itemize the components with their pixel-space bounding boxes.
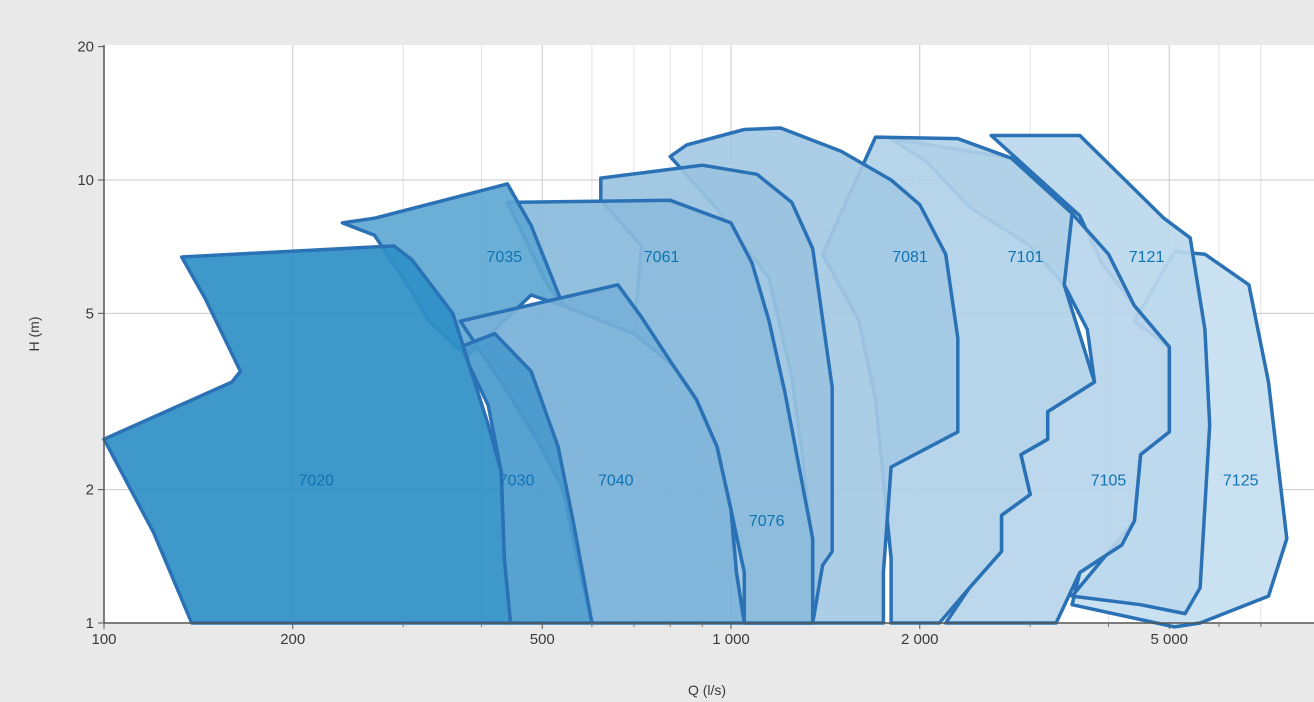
x-tick-label: 1 000 [712, 631, 750, 648]
region-label-7105: 7105 [1091, 472, 1127, 489]
pump-regions [102, 126, 1289, 629]
region-7020 [102, 244, 513, 625]
region-label-7081: 7081 [892, 249, 928, 266]
x-tick-label: 5 000 [1150, 631, 1188, 648]
y-tick-label: 20 [77, 39, 94, 56]
y-axis-label: H (m) [26, 317, 42, 352]
y-tick-label: 5 [86, 305, 94, 322]
region-label-7020: 7020 [298, 472, 334, 489]
axes [103, 45, 1314, 624]
region-labels: 7125 7121 7105 7101 7081 7076 7061 7035 7040 7030… [298, 249, 1258, 530]
x-tick-label: 200 [280, 631, 305, 648]
region-label-7035: 7035 [487, 249, 523, 266]
x-tick-label: 2 000 [901, 631, 939, 648]
y-axis-ticks: 1 2 5 10 20 [77, 39, 104, 632]
y-tick-label: 1 [86, 615, 94, 632]
region-label-7125: 7125 [1223, 472, 1259, 489]
region-label-7030: 7030 [499, 472, 535, 489]
region-label-7040: 7040 [598, 472, 634, 489]
x-tick-label: 500 [530, 631, 555, 648]
region-label-7061: 7061 [644, 249, 680, 266]
y-tick-label: 10 [77, 172, 94, 189]
x-axis-label: Q (l/s) [688, 682, 726, 698]
x-tick-label: 100 [91, 631, 116, 648]
x-axis-ticks: 100 200 500 1 000 2 000 5 000 [91, 623, 1262, 648]
region-label-7076: 7076 [749, 513, 785, 530]
region-label-7101: 7101 [1008, 249, 1044, 266]
region-label-7121: 7121 [1129, 249, 1165, 266]
y-tick-label: 2 [86, 482, 94, 499]
